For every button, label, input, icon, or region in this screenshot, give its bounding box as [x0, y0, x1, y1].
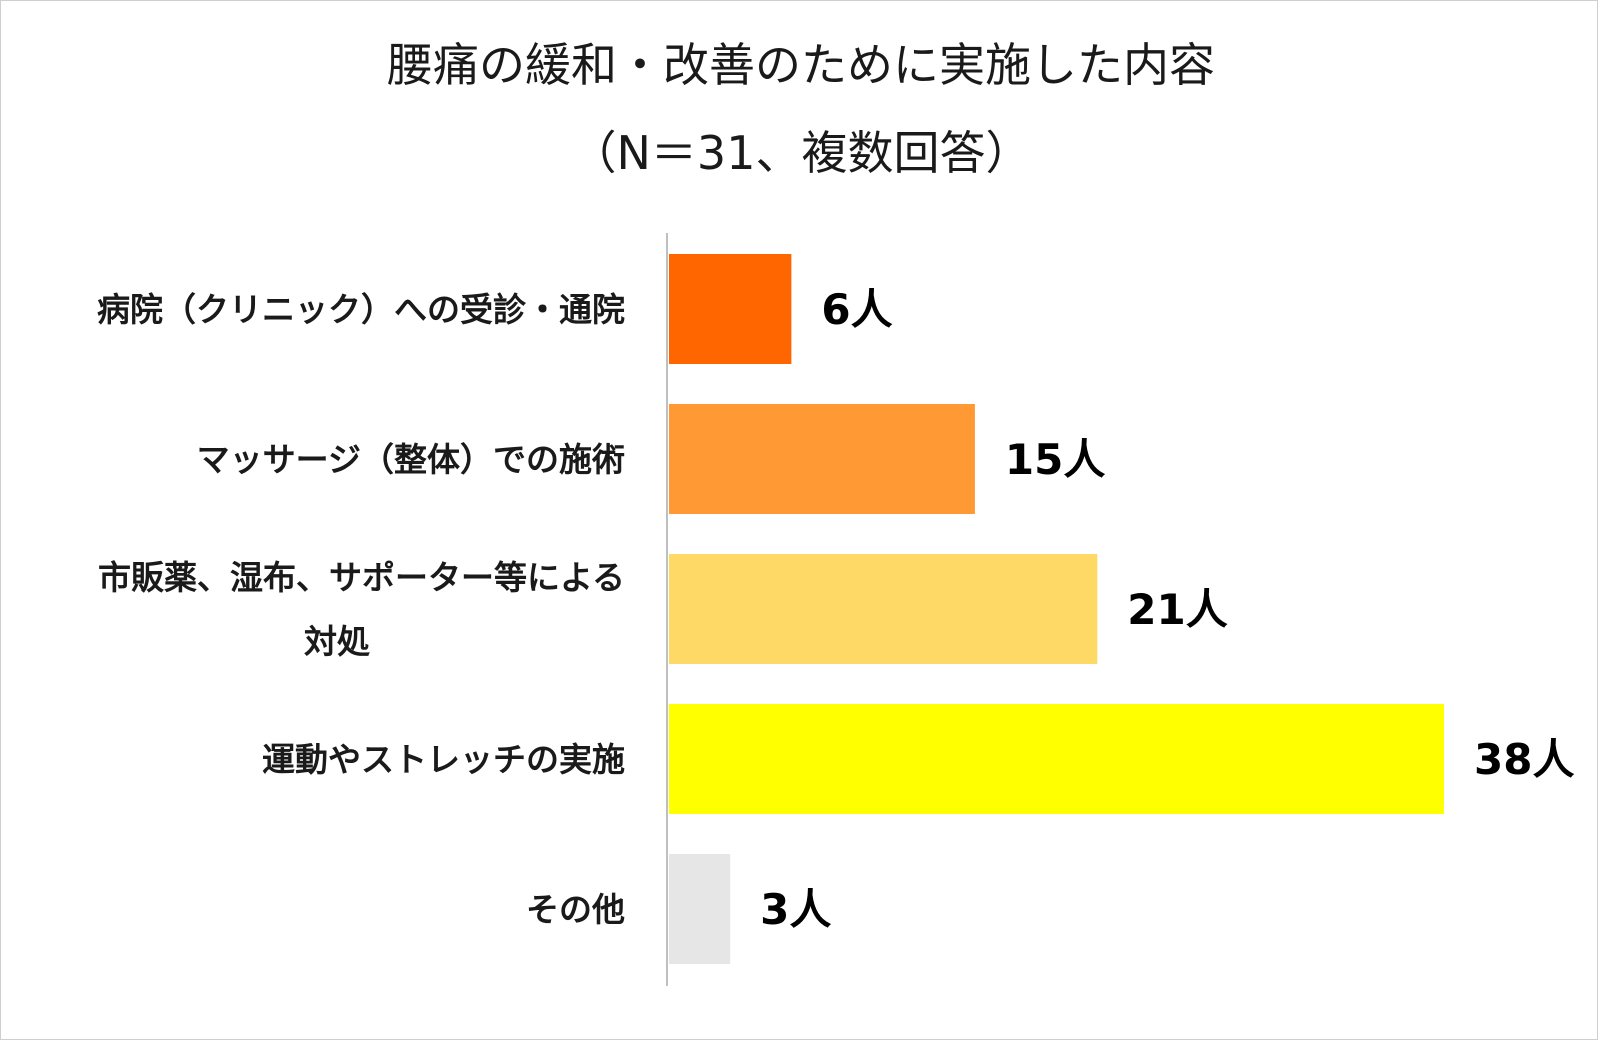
bar-2	[669, 404, 975, 514]
chart-subtitle: （N＝31、複数回答）	[571, 126, 1032, 180]
value-label-2: 15人	[1005, 435, 1105, 484]
bar-1	[669, 254, 792, 364]
bar-5	[669, 854, 731, 964]
value-label-1: 6人	[821, 285, 892, 334]
value-label-3: 21人	[1127, 585, 1227, 634]
category-label-3-line-2: 対処	[304, 622, 370, 661]
bars-group: 6人 病院（クリニック）への受診・通院 15人 マッサージ（整体）での施術 21人 市販薬…	[97, 254, 1574, 964]
category-label-1: 病院（クリニック）への受診・通院	[97, 290, 625, 329]
value-label-5: 3人	[760, 885, 831, 934]
category-label-4: 運動やストレッチの実施	[262, 740, 625, 779]
category-label-2: マッサージ（整体）での施術	[197, 440, 625, 479]
bar-3	[669, 554, 1098, 664]
category-label-5: その他	[526, 890, 625, 929]
value-label-4: 38人	[1474, 735, 1574, 784]
bar-4	[669, 704, 1444, 814]
chart-title: 腰痛の緩和・改善のために実施した内容	[387, 38, 1215, 92]
category-label-3-line-1: 市販薬、湿布、サポーター等による	[98, 558, 625, 597]
